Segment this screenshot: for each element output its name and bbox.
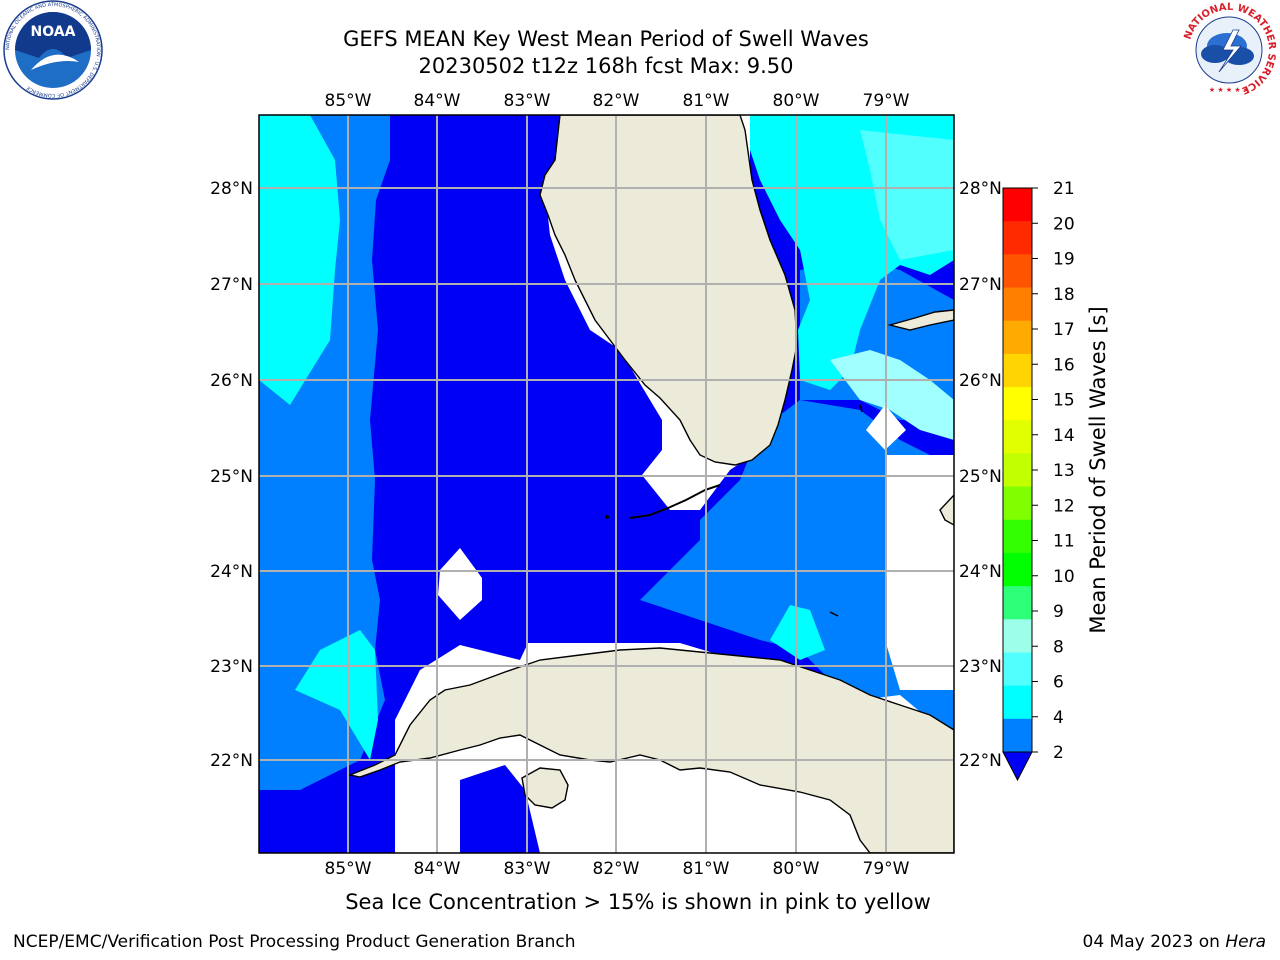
- nodata-gulf-spot: [438, 548, 482, 620]
- lat-label-right: 22°N: [959, 751, 1002, 771]
- lon-label-top: 83°W: [504, 91, 551, 111]
- svg-text:★ ★ ★ ★ ★: ★ ★ ★ ★ ★: [1209, 86, 1249, 94]
- colorbar-tick-label: 21: [1053, 179, 1075, 199]
- map-title: GEFS MEAN Key West Mean Period of Swell …: [343, 27, 869, 51]
- lon-label-bottom: 85°W: [325, 859, 372, 879]
- lat-label-right: 28°N: [959, 179, 1002, 199]
- colorbar-tick-label: 10: [1053, 567, 1075, 587]
- band-6-8-southwest: [295, 630, 378, 760]
- lon-label-top: 80°W: [773, 91, 820, 111]
- colorbar-segment: [1003, 552, 1032, 587]
- colorbar-segment: [1003, 453, 1032, 488]
- lat-label-right: 25°N: [959, 467, 1002, 487]
- band-6-8-channel: [770, 605, 825, 660]
- lat-label-left: 25°N: [210, 467, 253, 487]
- noaa-logo: NOAA NATIONAL OCEANIC AND ATMOSPHERIC AD…: [3, 0, 103, 100]
- colorbar-segment: [1003, 486, 1032, 521]
- map-frame: [258, 114, 955, 854]
- colorbar-segment: [1003, 718, 1032, 753]
- colorbar-extend-triangle: [1002, 751, 1033, 782]
- lon-label-bottom: 81°W: [683, 859, 730, 879]
- colorbar-label: Mean Period of Swell Waves [s]: [1086, 306, 1110, 633]
- colorbar-tick-label: 8: [1053, 637, 1064, 657]
- graticule: [259, 115, 954, 853]
- colorbar-segment: [1003, 287, 1032, 322]
- colorbar-tick-label: 18: [1053, 285, 1075, 305]
- colorbar-tick-label: 2: [1053, 743, 1064, 763]
- colorbar-tick-label: 4: [1053, 708, 1064, 728]
- lat-label-left: 24°N: [210, 562, 253, 582]
- lon-label-bottom: 84°W: [414, 859, 461, 879]
- lat-label-left: 23°N: [210, 657, 253, 677]
- colorbar-segment: [1003, 685, 1032, 720]
- band-8-9-ne: [860, 130, 954, 260]
- florida-keys: [629, 484, 721, 519]
- lon-label-bottom: 83°W: [504, 859, 551, 879]
- colorbar-tick-label: 12: [1053, 496, 1075, 516]
- colorbar-tick-label: 11: [1053, 532, 1075, 552]
- lat-label-left: 27°N: [210, 275, 253, 295]
- colorbar-tick-label: 17: [1053, 320, 1075, 340]
- lon-label-top: 79°W: [863, 91, 910, 111]
- colorbar-tick-label: 13: [1053, 461, 1075, 481]
- band-9-10-ne: [830, 350, 954, 440]
- colorbar-tick-label: 9: [1053, 602, 1064, 622]
- lat-label-right: 23°N: [959, 657, 1002, 677]
- sea-ice-note: Sea Ice Concentration > 15% is shown in …: [345, 890, 931, 914]
- nodata-bahamas: [885, 455, 954, 690]
- nodata-southwest: [395, 780, 460, 830]
- credit-right: 04 May 2023 on Hera: [1083, 932, 1267, 952]
- colorbar-tick-label: 20: [1053, 214, 1075, 234]
- colorbar-segment: [1003, 586, 1032, 620]
- lat-label-right: 24°N: [959, 562, 1002, 582]
- lat-label-left: 22°N: [210, 751, 253, 771]
- colorbar-segment: [1003, 519, 1032, 554]
- lon-label-top: 85°W: [325, 91, 372, 111]
- colorbar-tick-label: 14: [1053, 426, 1075, 446]
- colorbar-segment: [1003, 619, 1032, 653]
- land-hispaniola-edge: [939, 493, 954, 526]
- lat-label-left: 26°N: [210, 371, 253, 391]
- lon-label-top: 82°W: [593, 91, 640, 111]
- lon-label-bottom: 80°W: [773, 859, 820, 879]
- credit-machine: Hera: [1225, 932, 1266, 952]
- colorbar-tick-label: 6: [1053, 673, 1064, 693]
- land-isla-juventud: [521, 767, 569, 809]
- nws-logo: NATIONAL WEATHER SERVICE ★ ★ ★ ★ ★: [1182, 2, 1277, 97]
- colorbar: 21 20 19 18 17 16 15 14 13 12 11 10 9 8 6 4 2: [1002, 179, 1075, 782]
- colorbar-segment: [1003, 652, 1032, 687]
- colorbar-tick-label: 15: [1053, 391, 1075, 411]
- lon-label-bottom: 79°W: [863, 859, 910, 879]
- lat-label-right: 27°N: [959, 275, 1002, 295]
- colorbar-segment: [1003, 387, 1032, 421]
- lon-label-bottom: 82°W: [593, 859, 640, 879]
- colorbar-tick-label: 16: [1053, 355, 1075, 375]
- map-area: [259, 115, 954, 853]
- lon-label-top: 84°W: [414, 91, 461, 111]
- colorbar-segment: [1003, 320, 1032, 355]
- colorbar-segment: [1003, 254, 1032, 289]
- colorbar-segment: [1003, 353, 1032, 388]
- colorbar-segment: [1003, 221, 1032, 255]
- colorbar-segment: [1003, 188, 1032, 222]
- noaa-logo-text: NOAA: [31, 24, 76, 40]
- colorbar-tick-label: 19: [1053, 250, 1075, 270]
- credit-date: 04 May 2023 on: [1082, 932, 1220, 952]
- land-bahamas: [887, 309, 954, 331]
- lat-label-right: 26°N: [959, 371, 1002, 391]
- lat-label-left: 28°N: [210, 179, 253, 199]
- land-florida: [539, 115, 798, 466]
- colorbar-segment: [1003, 420, 1032, 454]
- map-subtitle: 20230502 t12z 168h fcst Max: 9.50: [418, 54, 794, 78]
- credit-left: NCEP/EMC/Verification Post Processing Pr…: [13, 932, 576, 952]
- lon-label-top: 81°W: [683, 91, 730, 111]
